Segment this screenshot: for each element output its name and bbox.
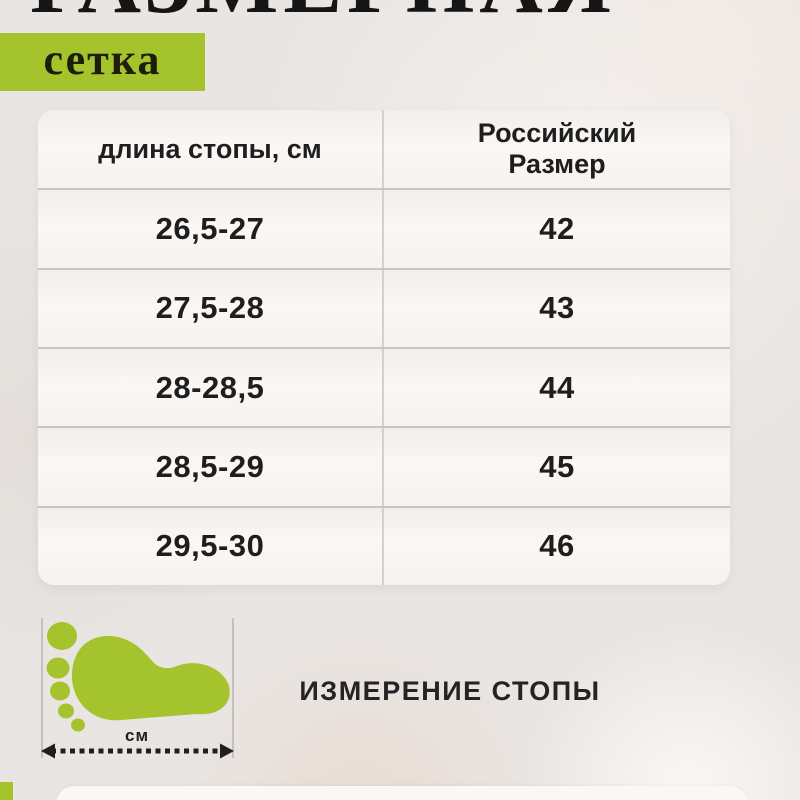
- column-header-russian-size: Российский Размер: [477, 118, 637, 180]
- russian-size-cell: 46: [539, 528, 575, 564]
- foot-length-cell: 29,5-30: [38, 507, 384, 585]
- foot-measurement-figure: см: [35, 610, 240, 762]
- russian-size-cell: 44: [539, 369, 575, 405]
- table-row: 28,5-29 45: [38, 428, 730, 508]
- foot-length-cell: 27,5-28: [38, 269, 384, 347]
- next-section-accent: [0, 782, 13, 800]
- russian-size-cell: 43: [539, 290, 575, 326]
- next-section-card: [56, 786, 748, 800]
- table-row: 27,5-28 43: [38, 269, 730, 349]
- footprint-icon: см: [41, 618, 234, 759]
- russian-size-cell: 45: [539, 449, 575, 485]
- foot-length-cell: 28,5-29: [38, 428, 384, 506]
- table-header-row: длина стопы, см Российский Размер: [38, 110, 730, 191]
- table-row: 26,5-27 42: [38, 190, 730, 270]
- page-title: РАЗМЕРНАЯ: [30, 0, 616, 28]
- foot-length-cell: 26,5-27: [38, 190, 384, 268]
- russian-size-cell: 42: [539, 210, 575, 246]
- unit-label: см: [125, 726, 149, 745]
- table-row: 29,5-30 46: [38, 507, 730, 585]
- measure-arrow-icon: [41, 743, 234, 759]
- column-header-foot-length: длина стопы, см: [38, 110, 384, 189]
- table-row: 28-28,5 44: [38, 349, 730, 429]
- page-subtitle-badge: сетка: [0, 33, 205, 91]
- page-subtitle: сетка: [43, 35, 162, 84]
- measurement-caption: ИЗМЕРЕНИЕ СТОПЫ: [299, 676, 601, 706]
- size-table: длина стопы, см Российский Размер 26,5-2…: [38, 110, 730, 585]
- foot-length-cell: 28-28,5: [38, 349, 384, 427]
